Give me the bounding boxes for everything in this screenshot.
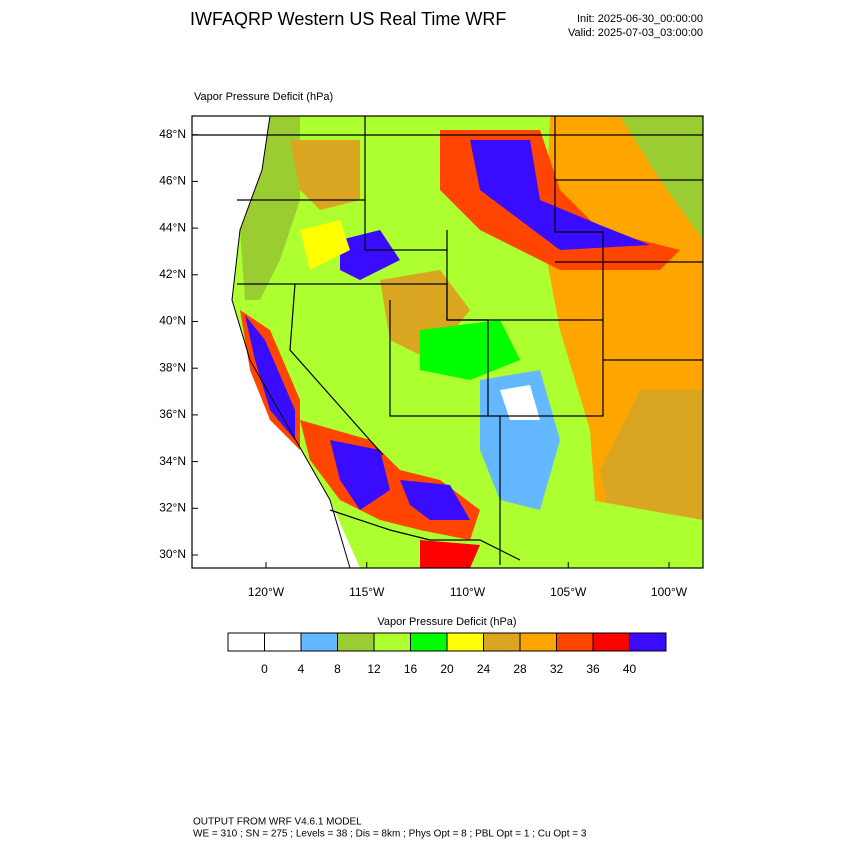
colorbar-label: 20 [440,662,454,676]
colorbar-box [629,632,667,652]
lat-label: 36°N [159,407,186,421]
colorbar-label: 32 [550,662,564,676]
colorbar-label: 36 [586,662,600,676]
colorbar-label: 16 [404,662,418,676]
colorbar-label: 8 [334,662,341,676]
colorbar-box [446,632,484,652]
colorbar-box [592,632,630,652]
colorbar-box [483,632,521,652]
colorbar-box [264,632,302,652]
map-field [191,115,704,569]
map-subtitle: Vapor Pressure Deficit (hPa) [194,91,333,103]
lon-label: 120°W [248,585,285,599]
lat-label: 48°N [159,127,186,141]
valid-time: Valid: 2025-07-03_03:00:00 [568,27,703,39]
colorbar-box [227,632,265,652]
lat-label: 42°N [159,267,186,281]
lon-label: 110°W [450,585,486,599]
colorbar-label: 24 [477,662,491,676]
colorbar-label: 4 [298,662,305,676]
colorbar-label: 40 [623,662,637,676]
colorbar-box [300,632,338,652]
lat-label: 44°N [159,220,186,234]
title: IWFAQRP Western US Real Time WRF [190,9,506,29]
footer-line: WE = 310 ; SN = 275 ; Levels = 38 ; Dis … [193,829,587,840]
lon-label: 100°W [651,585,688,599]
lat-label: 30°N [159,547,186,561]
colorbar-label: 12 [367,662,381,676]
lat-label: 32°N [159,500,186,514]
init-time: Init: 2025-06-30_00:00:00 [577,13,703,25]
lat-label: 46°N [159,174,186,188]
colorbar-title: Vapor Pressure Deficit (hPa) [377,616,516,628]
colorbar-label: 28 [513,662,527,676]
colorbar-box [519,632,557,652]
colorbar-box [337,632,375,652]
colorbar-label: 0 [261,662,268,676]
lon-label: 105°W [550,585,587,599]
colorbar-box [410,632,448,652]
colorbar-box [373,632,411,652]
lon-label: 115°W [349,585,385,599]
colorbar-box [556,632,594,652]
footer-line: OUTPUT FROM WRF V4.6.1 MODEL [193,817,362,828]
lat-label: 40°N [159,314,186,328]
lat-label: 38°N [159,360,186,374]
lat-label: 34°N [159,454,186,468]
